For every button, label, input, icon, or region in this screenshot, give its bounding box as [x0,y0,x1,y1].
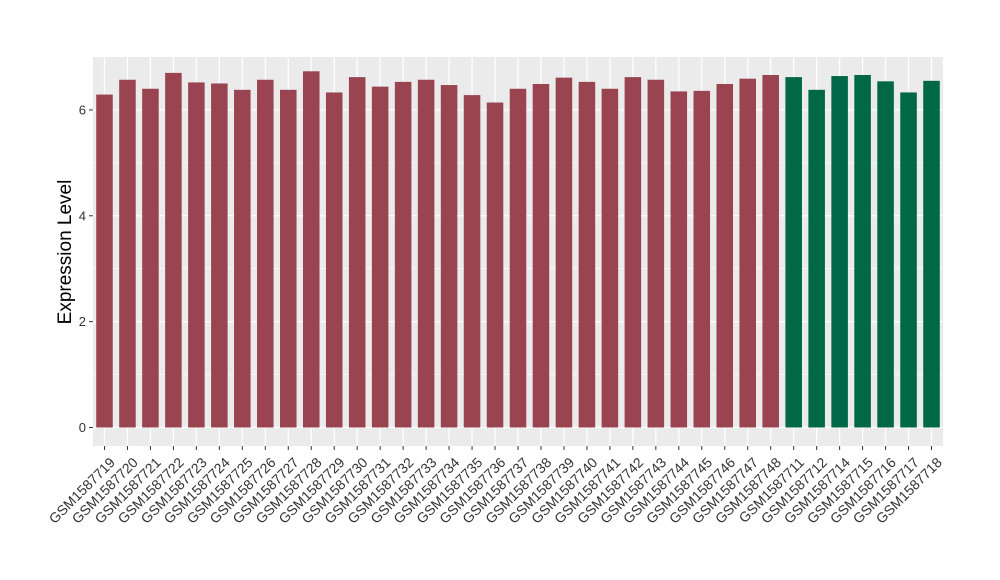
bar-GSM1587722 [165,72,182,428]
bar-GSM1587730 [348,77,366,428]
y-axis-title: Expression Level [55,180,76,325]
bar-GSM1587738 [532,83,550,428]
y-tick-label: 2 [79,314,86,329]
bar-GSM1587726 [257,79,274,428]
bar-GSM1587734 [440,85,458,428]
y-axis: 0 2 4 6 [79,102,93,435]
bar-GSM1587727 [280,89,297,428]
y-tick-label: 0 [79,420,86,435]
bar-GSM1587748 [762,74,779,428]
bar-GSM1587723 [188,82,205,428]
bar-GSM1587729 [325,92,343,428]
bar-GSM1587740 [578,81,596,428]
bar-GSM1587721 [142,88,159,428]
bar-GSM1587712 [808,89,825,428]
bar-GSM1587736 [486,102,504,428]
bar-GSM1587725 [234,89,251,428]
bar-GSM1587716 [877,81,894,428]
bars [96,71,940,428]
bar-GSM1587720 [119,79,136,428]
bar-GSM1587746 [716,83,734,428]
y-tick-label: 4 [79,208,86,223]
bar-GSM1587742 [624,77,642,428]
bar-GSM1587714 [831,76,848,428]
bar-GSM1587733 [417,79,435,428]
bar-GSM1587745 [693,90,711,428]
bar-GSM1587741 [601,88,619,428]
bar-GSM1587718 [923,80,940,428]
bar-GSM1587728 [302,71,320,428]
bar-GSM1587724 [211,83,228,428]
bar-GSM1587737 [509,88,527,428]
y-tick-label: 6 [79,102,86,117]
bar-GSM1587719 [96,94,113,428]
bar-GSM1587747 [739,78,756,428]
x-axis: GSM1587719GSM1587720GSM1587721GSM1587722… [46,446,945,527]
bar-GSM1587743 [647,79,665,428]
bar-GSM1587715 [854,74,871,428]
bar-GSM1587735 [463,95,481,428]
bar-GSM1587739 [555,77,573,428]
bar-GSM1587717 [900,92,917,428]
bar-GSM1587744 [670,91,688,428]
bar-GSM1587711 [785,77,802,428]
bar-GSM1587731 [371,86,389,428]
bar-GSM1587732 [394,81,412,428]
